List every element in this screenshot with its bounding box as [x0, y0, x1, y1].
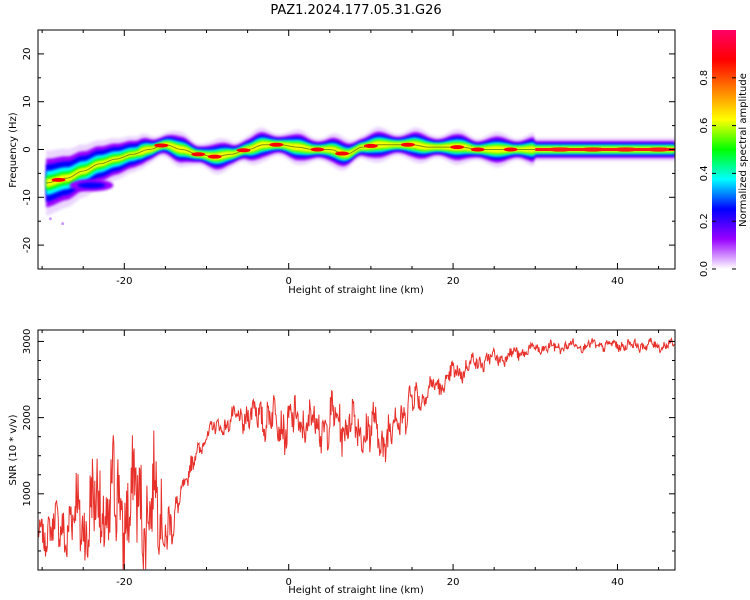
- snr-series-line: [38, 337, 675, 570]
- spectrogram-y-axis-label: Frequency (Hz): [8, 112, 19, 188]
- spectrogram-peak: [450, 145, 465, 150]
- spectrogram-peak: [310, 147, 325, 152]
- colorbar-tick-label: 0.4: [699, 165, 710, 181]
- spectrogram-peak: [400, 142, 415, 147]
- spectrogram-ticks: -20 0 20 40 -20 -10 0 10 20: [22, 29, 675, 287]
- x-tick-label: 20: [447, 276, 460, 287]
- y-tick-label: 2000: [22, 405, 33, 430]
- x-tick-label: 0: [286, 577, 292, 588]
- spectrogram-yellow-band: [46, 140, 675, 188]
- colorbar-tick-label: 0.0: [699, 261, 710, 277]
- spectrogram-speck: [61, 222, 65, 226]
- spectrogram-peak: [269, 142, 284, 147]
- x-tick-label: 20: [447, 577, 460, 588]
- colorbar: 0.0 0.2 0.4 0.6 0.8 Normalized spectral ampl…: [699, 30, 749, 277]
- y-tick-label: 20: [22, 48, 33, 61]
- snr-y-axis-label: SNR (10 * v/v): [8, 414, 19, 485]
- y-tick-label: 0: [22, 146, 33, 152]
- snr-frame: [37, 329, 676, 571]
- spectrogram-marks: [46, 126, 675, 226]
- x-tick-label: 0: [286, 276, 292, 287]
- y-tick-label: 3000: [22, 329, 33, 354]
- figure-title: PAZ1.2024.177.05.31.G26: [270, 3, 441, 18]
- colorbar-tick-label: 0.6: [699, 118, 710, 134]
- y-tick-label: 1000: [22, 481, 33, 506]
- spectrogram-peak: [207, 154, 222, 159]
- spectrogram-peak: [503, 147, 518, 152]
- colorbar-label: Normalized spectral amplitude: [738, 73, 749, 227]
- spectrogram-peak: [51, 177, 66, 182]
- spectrogram-peak: [335, 151, 350, 156]
- colorbar-tick-label: 0.8: [699, 70, 710, 86]
- x-tick-label: 40: [611, 577, 624, 588]
- spectrogram-peak: [191, 152, 206, 157]
- y-tick-label: -10: [22, 189, 33, 205]
- x-tick-label: -20: [116, 276, 132, 287]
- colorbar-ticks: 0.0 0.2 0.4 0.6 0.8: [699, 70, 736, 277]
- spectrogram-peak: [363, 143, 378, 148]
- y-tick-label: 10: [22, 95, 33, 108]
- snr-ticks: -20 0 20 40 1000 2000 3000: [22, 329, 675, 588]
- spectrogram-tail-peak-band: [535, 148, 675, 151]
- spectrogram-peak: [470, 147, 485, 152]
- colorbar-tick-label: 0.2: [699, 213, 710, 229]
- spectrogram-peak: [154, 143, 169, 148]
- y-tick-label: -20: [22, 237, 33, 253]
- spectrogram-green-band: [46, 139, 675, 191]
- snr-panel: -20 0 20 40 1000 2000 3000 Height of straight …: [8, 329, 676, 596]
- spectrogram-x-axis-label: Height of straight line (km): [288, 285, 424, 296]
- spectrogram-panel: -20 0 20 40 -20 -10 0 10 20 Height of straight l…: [8, 29, 676, 296]
- spectrogram-lower-lobe-core: [77, 182, 106, 189]
- x-tick-label: 40: [611, 276, 624, 287]
- spectrogram-peak: [236, 148, 251, 153]
- x-tick-label: -20: [116, 577, 132, 588]
- snr-x-axis-label: Height of straight line (km): [288, 585, 424, 596]
- spectrogram-speck: [48, 217, 52, 221]
- colorbar-bar: [712, 30, 736, 269]
